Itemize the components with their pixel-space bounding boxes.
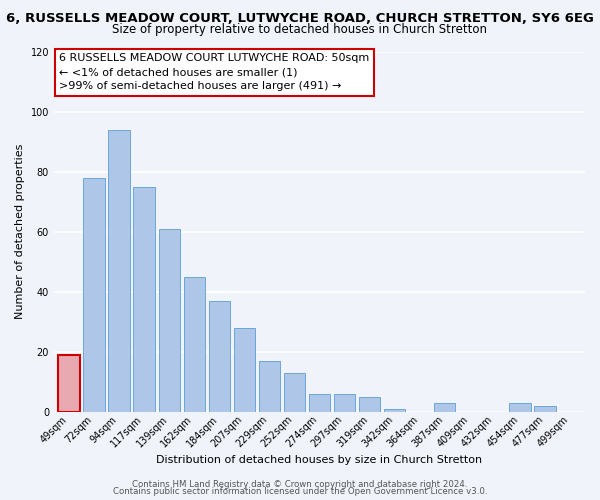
Bar (534, 406, 556, 411)
Y-axis label: Number of detached properties: Number of detached properties (15, 144, 25, 320)
Bar (133, 186, 155, 412)
Bar (209, 300, 230, 412)
Bar (334, 394, 355, 411)
Bar (58, 354, 80, 412)
Bar (259, 360, 280, 412)
Bar (109, 130, 130, 412)
Text: 6 RUSSELLS MEADOW COURT LUTWYCHE ROAD: 50sqm
← <1% of detached houses are smalle: 6 RUSSELLS MEADOW COURT LUTWYCHE ROAD: 5… (59, 54, 370, 92)
Text: Contains public sector information licensed under the Open Government Licence v3: Contains public sector information licen… (113, 487, 487, 496)
Text: Contains HM Land Registry data © Crown copyright and database right 2024.: Contains HM Land Registry data © Crown c… (132, 480, 468, 489)
Bar (233, 328, 255, 411)
Text: 6, RUSSELLS MEADOW COURT, LUTWYCHE ROAD, CHURCH STRETTON, SY6 6EG: 6, RUSSELLS MEADOW COURT, LUTWYCHE ROAD,… (6, 12, 594, 26)
Bar (158, 228, 180, 412)
Bar (83, 178, 104, 412)
X-axis label: Distribution of detached houses by size in Church Stretton: Distribution of detached houses by size … (157, 455, 482, 465)
Bar (359, 396, 380, 411)
Bar (434, 402, 455, 411)
Bar (509, 402, 530, 411)
Bar (384, 408, 405, 412)
Bar (184, 276, 205, 411)
Bar (309, 394, 330, 411)
Text: Size of property relative to detached houses in Church Stretton: Size of property relative to detached ho… (113, 22, 487, 36)
Bar (284, 372, 305, 412)
